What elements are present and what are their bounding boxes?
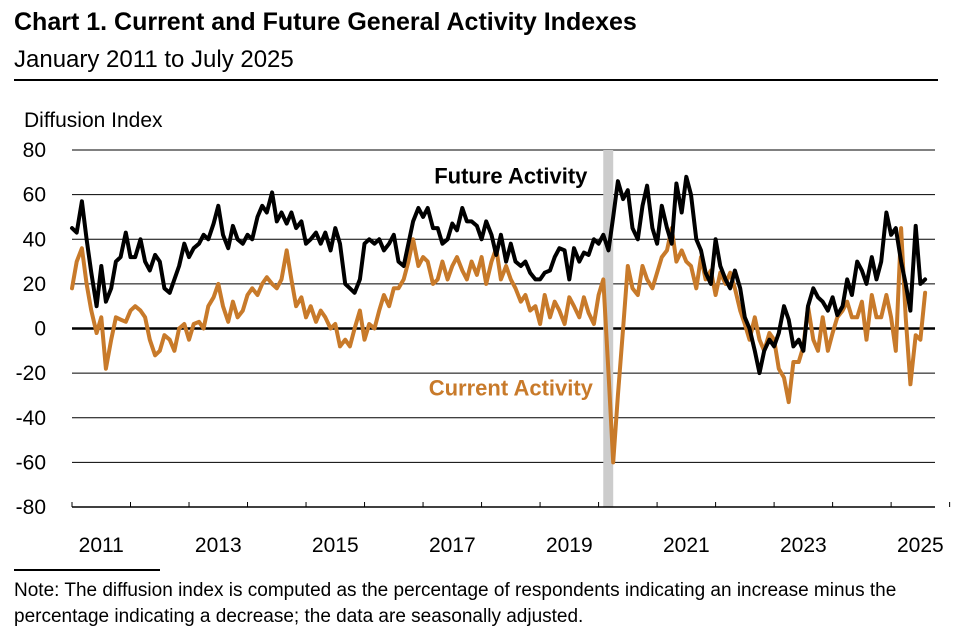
y-tick-label: -20 xyxy=(16,362,46,385)
y-tick-label: 40 xyxy=(23,228,46,251)
title-divider xyxy=(14,79,938,81)
grid-lines xyxy=(72,149,935,463)
x-tick-label: 2025 xyxy=(897,534,944,557)
x-tick-label: 2019 xyxy=(546,534,593,557)
recession-band xyxy=(603,150,614,507)
activity-index-chart: 2011 2013 2015 2017 2019 2021 2023 2025 80 60 40 2… xyxy=(16,109,951,557)
note-divider xyxy=(14,569,160,571)
x-tick-label: 2017 xyxy=(429,534,476,557)
x-axis: 2011 2013 2015 2017 2019 2021 2023 2025 xyxy=(71,502,951,557)
page-subtitle: January 2011 to July 2025 xyxy=(14,46,294,73)
y-tick-label: -80 xyxy=(16,496,46,519)
x-tick-label: 2011 xyxy=(79,534,124,557)
recession-shading xyxy=(603,150,614,507)
y-tick-label: -40 xyxy=(16,407,46,430)
y-tick-label: 60 xyxy=(23,184,46,207)
future-activity-line xyxy=(70,174,928,376)
series-lines xyxy=(70,174,928,465)
x-tick-label: 2015 xyxy=(312,534,359,557)
annotations: Future Activity Current Activity xyxy=(429,163,594,400)
current-activity-annotation: Current Activity xyxy=(429,375,594,400)
chart-note: Note: The diffusion index is computed as… xyxy=(14,580,897,627)
x-tick-label: 2013 xyxy=(195,534,242,557)
page-title: Chart 1. Current and Future General Acti… xyxy=(14,8,637,36)
y-tick-label: 80 xyxy=(23,139,46,162)
y-tick-label: -60 xyxy=(16,451,46,474)
x-tick-label: 2021 xyxy=(663,534,710,557)
y-tick-label: 0 xyxy=(34,318,46,341)
y-tick-label: 20 xyxy=(23,273,46,296)
current-activity-line xyxy=(70,226,928,465)
future-activity-annotation: Future Activity xyxy=(434,163,588,188)
x-tick-label: 2023 xyxy=(780,534,827,557)
y-axis-label: Diffusion Index xyxy=(24,109,163,132)
y-axis-tick-labels: 80 60 40 20 0 -20 -40 -60 -80 xyxy=(16,139,46,519)
